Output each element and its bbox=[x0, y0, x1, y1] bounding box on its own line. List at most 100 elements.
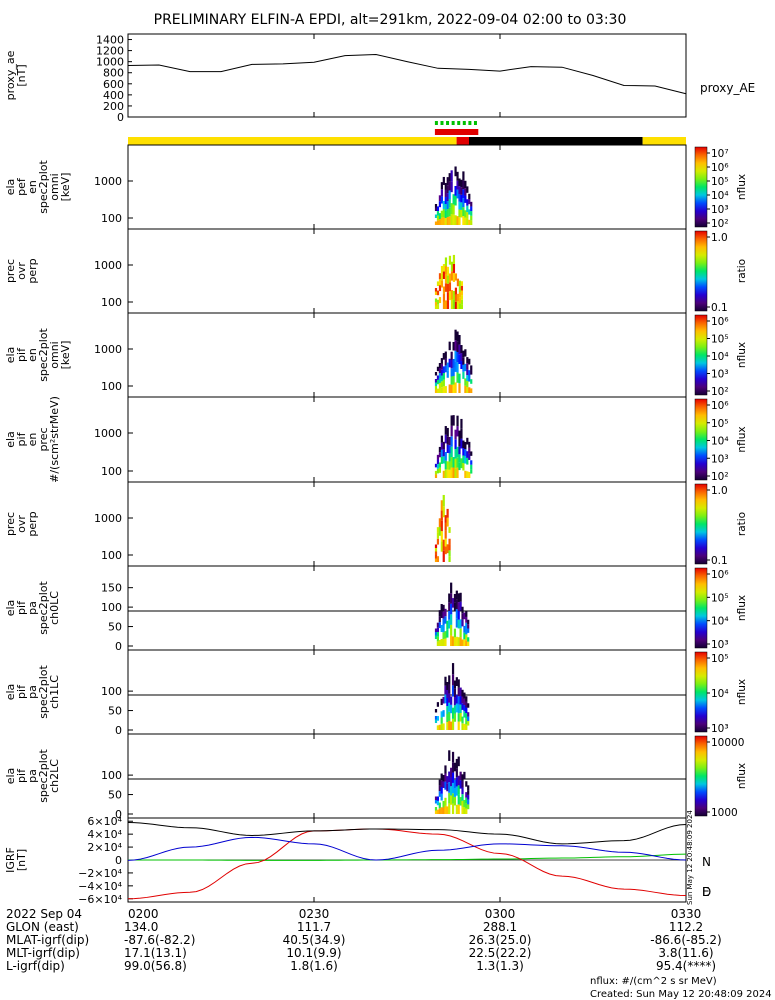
spectrogram-cell bbox=[459, 780, 462, 789]
spectrogram-cell bbox=[438, 273, 442, 280]
spectrogram-cell bbox=[463, 625, 466, 633]
spectrogram-cell bbox=[461, 689, 464, 697]
spectrogram-cell bbox=[438, 382, 442, 388]
spectrogram-cell bbox=[434, 372, 438, 376]
spectrogram-cell bbox=[444, 266, 448, 275]
spectrogram-cell bbox=[440, 358, 443, 364]
spectrogram-cell bbox=[461, 639, 464, 646]
spectrogram-cell bbox=[457, 721, 460, 730]
spectrogram-cell bbox=[442, 373, 445, 380]
spectrogram-cell bbox=[436, 304, 440, 309]
spectrogram-cell bbox=[436, 800, 439, 806]
spectrogram-cell bbox=[452, 214, 455, 225]
spectrogram-cell bbox=[460, 428, 463, 439]
pef_en_omni-ylabel-line: pef bbox=[15, 177, 28, 196]
pif_en_omni-ylabel-line: en bbox=[26, 348, 39, 362]
spectrogram-cell bbox=[446, 217, 449, 225]
spectrogram-cell bbox=[444, 365, 447, 373]
spectrogram-cell bbox=[448, 436, 451, 446]
spectrogram-cell bbox=[464, 470, 467, 478]
spectrogram-cell bbox=[457, 602, 460, 611]
spectrogram-cell bbox=[436, 379, 440, 385]
colorbar-tick-label: 0.1 bbox=[711, 302, 728, 314]
spectrogram-cell bbox=[466, 218, 469, 225]
spectrogram-cell bbox=[448, 771, 451, 783]
spectrogram-cell bbox=[453, 688, 457, 697]
spectrogram-cell bbox=[456, 467, 459, 478]
y-tick-label: 4×10⁴ bbox=[87, 828, 122, 841]
spectrogram-cell bbox=[446, 776, 449, 784]
spectrogram-cell bbox=[448, 544, 451, 551]
created-note: Created: Sun May 12 20:48:09 2024 bbox=[590, 989, 772, 1000]
pif_pa_ch1LC-ylabel-line: ela bbox=[4, 684, 17, 701]
spectrogram-cell bbox=[440, 369, 443, 376]
y-tick-label: 50 bbox=[108, 789, 122, 802]
spectrogram-cell bbox=[468, 453, 471, 460]
y-tick-label: 0 bbox=[115, 640, 122, 653]
spectrogram-cell bbox=[446, 517, 449, 527]
y-tick-label: 400 bbox=[103, 89, 124, 102]
spectrogram-cell bbox=[450, 436, 453, 447]
spectrogram-cell bbox=[453, 628, 457, 638]
spectrogram-cell bbox=[436, 464, 440, 469]
spectrogram-cell bbox=[446, 292, 450, 301]
x-tick-label: 0200 bbox=[128, 907, 159, 921]
spectrogram-cell bbox=[460, 187, 463, 195]
spectrogram-cell bbox=[464, 363, 467, 372]
spectrogram-cell bbox=[444, 217, 447, 225]
science-zone-green bbox=[440, 121, 444, 125]
spectrogram-cell bbox=[451, 707, 455, 719]
spectrogram-cell bbox=[444, 274, 448, 284]
spectrogram-cell bbox=[455, 777, 458, 787]
spectrogram-cell bbox=[442, 696, 445, 704]
spectrogram-cell bbox=[442, 386, 445, 393]
spectrogram-cell bbox=[438, 285, 442, 292]
science-zone-green bbox=[446, 121, 450, 125]
spectrogram-cell bbox=[462, 180, 465, 190]
spectrogram-cell bbox=[440, 381, 443, 388]
spectrogram-cell bbox=[461, 800, 464, 808]
pif_pa_ch0LC-colorbar bbox=[694, 567, 708, 649]
spectrogram-cell bbox=[450, 614, 453, 625]
spectrogram-cell bbox=[440, 787, 443, 794]
spectrogram-cell bbox=[438, 527, 441, 536]
spectrogram-cell bbox=[458, 446, 461, 455]
spectrogram-cell bbox=[458, 201, 461, 210]
proxy-ae-line bbox=[127, 53, 687, 95]
spectrogram-cell bbox=[454, 301, 458, 309]
spectrogram-cell bbox=[463, 799, 466, 807]
spectrogram-cell bbox=[438, 791, 441, 797]
spectrogram-cell bbox=[442, 264, 446, 272]
spectrogram-cell bbox=[462, 448, 465, 456]
spectrogram-cell bbox=[450, 368, 453, 377]
pif_pa_ch0LC-ylabel-line: ch0LC bbox=[48, 591, 61, 625]
pif_prec_ovr_perp-ylabel-line: perp bbox=[26, 511, 39, 536]
spectrogram-cell bbox=[470, 460, 473, 465]
spectrogram-cell bbox=[436, 627, 439, 633]
spectrogram-cell bbox=[444, 676, 447, 686]
spectrogram-cell bbox=[442, 353, 445, 360]
spectrogram-cell bbox=[446, 275, 450, 284]
spectrogram-cell bbox=[457, 756, 460, 767]
ephemeris-row-value: 22.5(22.2) bbox=[469, 946, 532, 960]
spectrogram-cell bbox=[444, 386, 447, 393]
science-zone-green bbox=[457, 121, 461, 125]
spectrogram-cell bbox=[466, 363, 469, 370]
spectrogram-cell bbox=[440, 780, 443, 788]
y-tick-label: 1200 bbox=[96, 45, 124, 58]
spectrogram-cell bbox=[450, 582, 453, 594]
spectrogram-cell bbox=[457, 696, 460, 705]
spectrogram-cell bbox=[448, 619, 451, 629]
pif_en_prec-ylabel-line: en bbox=[26, 433, 39, 447]
spectrogram-cell bbox=[448, 556, 451, 562]
spectrogram-cell bbox=[458, 430, 461, 439]
spectrogram-cell bbox=[444, 203, 447, 211]
spectrogram-cell bbox=[450, 603, 453, 615]
spectrogram-cell bbox=[436, 702, 439, 707]
spectrogram-cell bbox=[446, 629, 449, 638]
pif_en_omni-ylabel-line: [keV] bbox=[59, 341, 72, 370]
spectrogram-cell bbox=[434, 544, 438, 548]
spectrogram-cell bbox=[450, 767, 453, 777]
